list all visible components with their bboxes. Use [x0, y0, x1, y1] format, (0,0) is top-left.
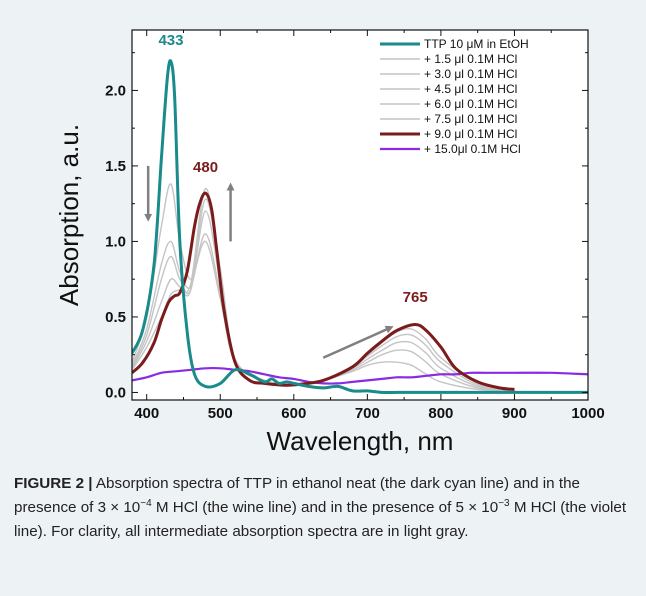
y-tick-label: 1.5	[105, 158, 126, 175]
caption-text-2: M HCl (the wine line) and in the presenc…	[151, 499, 499, 516]
x-tick-label: 500	[208, 405, 233, 422]
x-tick-label: 900	[502, 405, 527, 422]
caption-label: FIGURE 2	[14, 475, 85, 492]
caption-exponent-2: −3	[498, 498, 510, 509]
trend-arrow-up-right	[322, 325, 394, 359]
legend-label-8: + 15.0μl 0.1M HCl	[424, 142, 521, 156]
x-tick-label: 600	[281, 405, 306, 422]
y-tick-label: 0.0	[105, 384, 126, 401]
series-line-1	[132, 59, 588, 395]
legend-label-4: + 4.5 μl 0.1M HCl	[424, 82, 517, 96]
legend-label-7: + 9.0 μl 0.1M HCl	[424, 127, 517, 141]
y-tick-label: 1.0	[105, 233, 126, 250]
y-axis-title: Absorption, a.u.	[54, 124, 84, 306]
x-tick-label: 700	[355, 405, 380, 422]
x-tick-label: 400	[134, 405, 159, 422]
legend-label-1: TTP 10 μM in EtOH	[424, 37, 529, 51]
y-tick-label: 2.0	[105, 82, 126, 99]
series-layer	[132, 59, 588, 395]
caption-text-1: Absorption spectra of TTP in ethanol nea…	[14, 475, 580, 516]
legend-label-3: + 3.0 μl 0.1M HCl	[424, 67, 517, 81]
caption-separator: |	[88, 475, 93, 492]
x-tick-label: 1000	[571, 405, 604, 422]
absorption-chart: 433 480 765 TTP 10 μM in EtOH+ 1.5 μl 0.1M…	[54, 29, 605, 456]
axis-layer: 400 500 600 700 800 900 1000 0.0 0.5 1.0 1.5 2.0 Wav…	[54, 29, 605, 456]
legend-label-5: + 6.0 μl 0.1M HCl	[424, 97, 517, 111]
peak-label-433: 433	[158, 32, 183, 49]
legend: TTP 10 μM in EtOH+ 1.5 μl 0.1M HCl+ 3.0 …	[380, 37, 529, 156]
caption-exponent-1: −4	[140, 498, 152, 509]
caption-text-3: M HCl (the violet line). For clarity, al…	[14, 499, 627, 540]
annotation-layer: 433 480 765	[144, 32, 428, 359]
peak-label-765: 765	[403, 289, 428, 306]
peak-label-480: 480	[193, 159, 218, 176]
legend-label-2: + 1.5 μl 0.1M HCl	[424, 52, 517, 66]
figure-caption: FIGURE 2 | Absorption spectra of TTP in …	[14, 472, 634, 544]
y-tick-label: 0.5	[105, 309, 126, 326]
plot-frame	[131, 29, 589, 401]
legend-label-6: + 7.5 μl 0.1M HCl	[424, 112, 517, 126]
series-line-8	[132, 366, 588, 385]
x-tick-label: 800	[428, 405, 453, 422]
series-line-7	[132, 191, 515, 391]
x-axis-title: Wavelength, nm	[267, 426, 454, 456]
